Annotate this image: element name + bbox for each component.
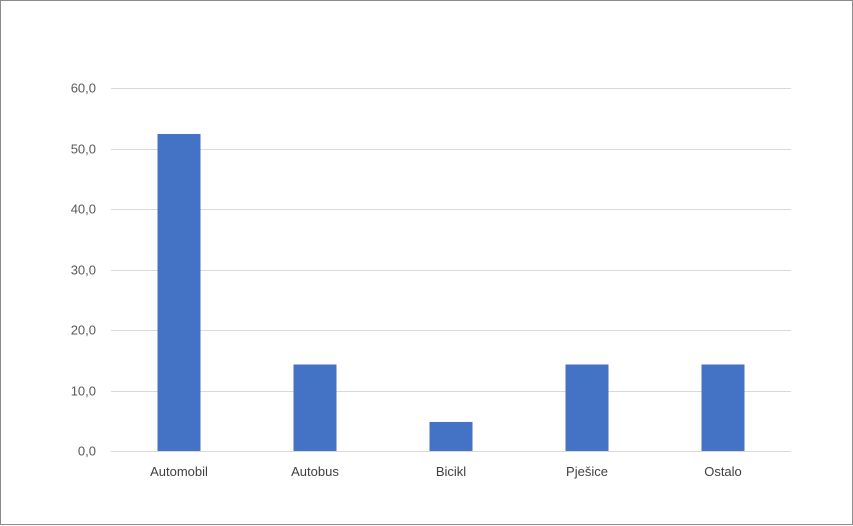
x-category-label: Ostalo (704, 464, 742, 479)
bar-bicikl (429, 421, 473, 451)
bar-pješice (565, 364, 609, 451)
y-tick-label: 60,0 (71, 81, 96, 96)
bar-automobil (157, 133, 201, 452)
x-axis-categories: Automobil Autobus Bicikl Pješice Ostalo (150, 464, 742, 479)
y-tick-label: 20,0 (71, 323, 96, 338)
x-category-label: Automobil (150, 464, 208, 479)
x-category-label: Bicikl (436, 464, 466, 479)
y-axis-ticks: 0,0 10,0 20,0 30,0 40,0 50,0 60,0 (71, 81, 96, 459)
x-category-label: Pješice (566, 464, 608, 479)
y-tick-label: 10,0 (71, 384, 96, 399)
y-tick-label: 40,0 (71, 202, 96, 217)
x-category-label: Autobus (291, 464, 339, 479)
bar-ostalo (701, 364, 745, 451)
y-tick-label: 0,0 (78, 444, 96, 459)
bar-autobus (293, 364, 337, 451)
bars (157, 133, 745, 452)
gridlines (111, 88, 791, 452)
y-tick-label: 30,0 (71, 263, 96, 278)
y-tick-label: 50,0 (71, 142, 96, 157)
